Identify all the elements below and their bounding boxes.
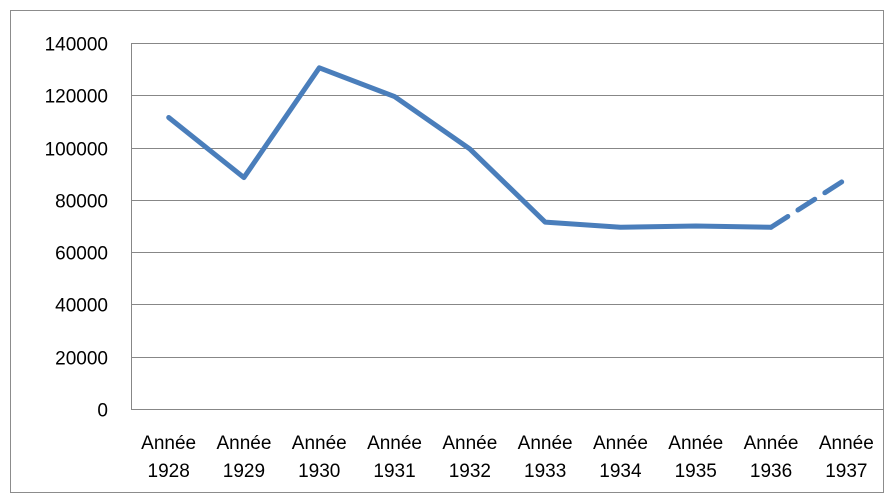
y-tick-label: 120000 <box>45 87 108 108</box>
y-tick-label: 20000 <box>55 349 108 370</box>
x-tick-label: Année 1931 <box>367 433 422 482</box>
y-tick-label: 100000 <box>45 140 108 161</box>
x-tick-label: Année 1936 <box>744 433 799 482</box>
y-tick-label: 0 <box>97 401 108 422</box>
series-line-dashed-segment <box>768 176 849 230</box>
x-tick-label: Année 1928 <box>141 433 196 482</box>
x-tick-label: Année 1932 <box>442 433 497 482</box>
series-line <box>166 65 774 230</box>
chart-area <box>10 10 884 493</box>
x-tick-label: Année 1930 <box>292 433 347 482</box>
y-tick-label: 40000 <box>55 296 108 317</box>
y-tick-label: 60000 <box>55 244 108 265</box>
x-tick-label: Année 1933 <box>518 433 573 482</box>
y-tick-label: 140000 <box>45 35 108 56</box>
x-tick-label: Année 1934 <box>593 433 648 482</box>
x-tick-label: Année 1935 <box>668 433 723 482</box>
x-tick-label: Année 1937 <box>819 433 874 482</box>
x-tick-label: Année 1929 <box>216 433 271 482</box>
y-tick-label: 80000 <box>55 192 108 213</box>
